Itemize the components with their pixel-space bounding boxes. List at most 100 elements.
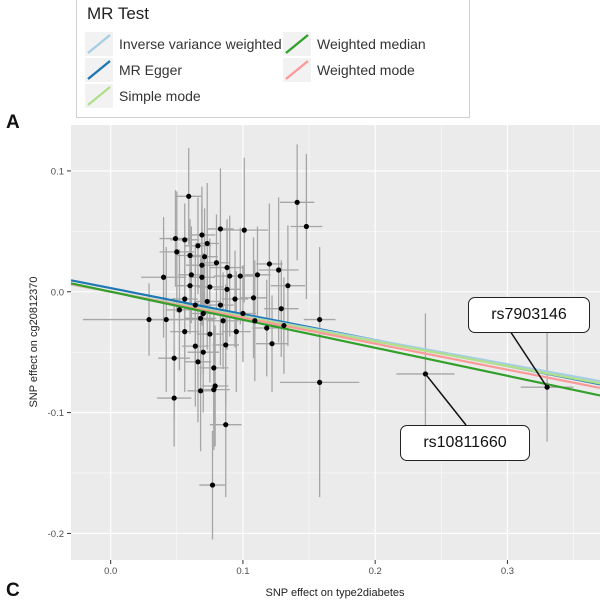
legend-key-swatch — [85, 32, 113, 56]
callout-leaders — [424, 330, 548, 426]
data-point — [209, 482, 216, 488]
callout-rs7903146: rs7903146 — [468, 297, 590, 333]
data-point — [172, 235, 179, 242]
legend-item: Simple mode — [85, 84, 201, 108]
data-point — [264, 325, 270, 331]
data-point — [303, 223, 310, 230]
data-point — [278, 306, 284, 312]
panel-label-a: A — [6, 112, 20, 133]
callout-leader-rs7903146 — [509, 330, 548, 388]
data-point — [266, 261, 272, 267]
y-tick-label: 0.0 — [51, 287, 64, 298]
data-point — [254, 272, 261, 278]
data-point — [276, 267, 282, 273]
data-point — [200, 349, 206, 355]
data-point — [160, 274, 167, 280]
data-point — [146, 316, 152, 323]
data-point — [285, 283, 291, 289]
data-point — [269, 341, 275, 347]
data-point — [199, 274, 205, 280]
data-point — [163, 316, 169, 323]
data-point — [182, 329, 188, 335]
data-point — [250, 295, 257, 301]
axis-ticks: 0.0 0.1 0.2 0.3 0.1 0.0 -0.1 -0.2 — [48, 166, 514, 577]
x-tick-label: 0.0 — [104, 566, 117, 577]
data-point — [174, 249, 180, 255]
data-point — [204, 298, 210, 305]
data-point — [223, 422, 229, 428]
data-point — [187, 283, 193, 289]
data-point — [188, 272, 194, 278]
y-tick-label: -0.2 — [48, 529, 64, 540]
data-point — [211, 387, 217, 393]
legend-label: MR Egger — [119, 62, 183, 78]
data-point — [199, 262, 205, 268]
plot-background — [71, 125, 600, 560]
legend: MR Test Inverse variance weighted Weighte… — [76, 0, 470, 118]
data-point — [240, 310, 246, 317]
legend-key-swatch — [283, 58, 311, 82]
legend-key-swatch — [85, 58, 113, 82]
regression-lines — [70, 279, 600, 397]
data-point — [207, 284, 213, 290]
data-point — [182, 237, 188, 243]
x-tick-label: 0.1 — [236, 566, 249, 577]
data-point — [224, 286, 230, 292]
data-point — [171, 395, 177, 401]
y-tick-label: 0.1 — [51, 166, 64, 177]
data-point — [195, 243, 201, 249]
data-points — [146, 193, 550, 488]
data-point — [198, 388, 204, 394]
data-point — [237, 273, 243, 279]
data-point — [200, 310, 206, 317]
y-tick-label: -0.1 — [48, 408, 64, 419]
data-point — [217, 226, 224, 232]
data-point — [198, 315, 204, 321]
legend-item: MR Egger — [85, 58, 182, 82]
data-point — [294, 199, 300, 205]
legend-label: Weighted mode — [317, 62, 415, 78]
regression-line — [70, 282, 600, 397]
data-point — [241, 227, 247, 233]
data-point — [217, 302, 224, 308]
data-point — [176, 307, 183, 313]
data-point — [186, 193, 192, 199]
data-point — [227, 273, 233, 279]
x-tick-label: 0.3 — [501, 566, 514, 577]
legend-key-swatch — [283, 32, 311, 56]
data-point — [171, 355, 177, 361]
data-point — [192, 343, 198, 349]
data-point — [195, 359, 201, 365]
data-point — [220, 318, 226, 324]
data-point — [192, 302, 198, 308]
callout-leader-rs10811660 — [424, 373, 467, 426]
callout-rs10811660: rs10811660 — [400, 425, 530, 461]
legend-label: Inverse variance weighted — [119, 36, 282, 52]
data-point — [213, 260, 220, 266]
data-point — [317, 379, 323, 385]
data-point — [201, 254, 208, 260]
data-point — [281, 322, 287, 329]
data-point — [252, 318, 258, 324]
data-point — [204, 240, 210, 247]
data-point — [187, 252, 193, 259]
data-point — [232, 296, 238, 302]
legend-item: Weighted median — [283, 32, 426, 56]
data-point — [224, 264, 230, 271]
y-axis-title: SNP effect on cg20812370 — [28, 276, 40, 407]
data-point — [233, 329, 239, 335]
panel-label-c: C — [6, 580, 20, 601]
x-tick-label: 0.2 — [369, 566, 382, 577]
data-point — [182, 296, 188, 302]
data-point — [199, 232, 205, 238]
x-axis-title: SNP effect on type2diabetes — [265, 587, 405, 599]
data-point — [211, 365, 217, 371]
legend-item: Weighted mode — [283, 58, 415, 82]
legend-title: MR Test — [87, 4, 150, 23]
legend-key-swatch — [85, 84, 113, 108]
legend-label: Weighted median — [317, 36, 426, 52]
legend-item: Inverse variance weighted — [85, 32, 282, 56]
legend-label: Simple mode — [119, 88, 201, 104]
data-point — [223, 342, 229, 348]
